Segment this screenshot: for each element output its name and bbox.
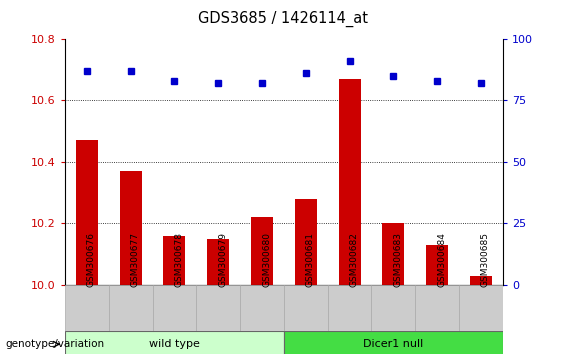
Bar [426,245,448,285]
Text: genotype/variation: genotype/variation [6,339,105,349]
Bar [338,79,360,285]
Bar [207,239,229,285]
Bar [120,171,142,285]
Bar [240,285,284,331]
Text: GSM300683: GSM300683 [393,232,402,287]
Text: GSM300685: GSM300685 [481,232,490,287]
Text: GSM300682: GSM300682 [350,232,359,287]
Text: wild type: wild type [149,339,200,349]
Bar [295,199,317,285]
Text: GSM300684: GSM300684 [437,232,446,287]
Bar [251,217,273,285]
Bar [65,331,284,354]
Text: GDS3685 / 1426114_at: GDS3685 / 1426114_at [198,11,367,27]
Bar [76,141,98,285]
Text: GSM300676: GSM300676 [87,232,96,287]
Bar [470,276,492,285]
Bar [415,285,459,331]
Bar [284,285,328,331]
Bar [284,331,503,354]
Bar [65,285,109,331]
Bar [383,223,405,285]
Bar [153,285,197,331]
Text: GSM300679: GSM300679 [218,232,227,287]
Text: GSM300680: GSM300680 [262,232,271,287]
Bar [163,236,185,285]
Bar [108,285,153,331]
Bar [459,285,503,331]
Text: Dicer1 null: Dicer1 null [363,339,424,349]
Bar [372,285,415,331]
Text: GSM300678: GSM300678 [175,232,184,287]
Text: GSM300681: GSM300681 [306,232,315,287]
Bar [328,285,372,331]
Text: GSM300677: GSM300677 [131,232,140,287]
Bar [197,285,240,331]
